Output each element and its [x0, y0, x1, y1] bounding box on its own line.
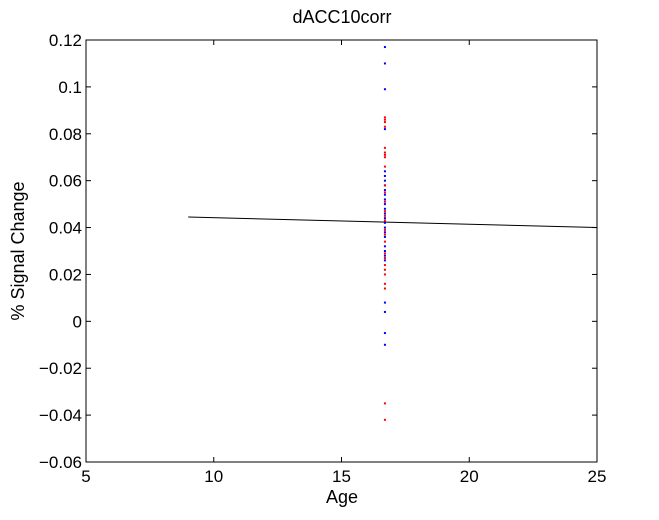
data-point — [383, 233, 386, 236]
y-tick-label: 0.12 — [49, 31, 82, 50]
data-point — [383, 165, 386, 168]
data-point — [383, 418, 386, 421]
data-point — [383, 118, 386, 121]
data-point — [383, 156, 386, 159]
y-tick-label: 0.08 — [49, 125, 82, 144]
data-point — [383, 193, 386, 196]
data-point — [383, 231, 386, 234]
x-tick-label: 25 — [588, 467, 607, 486]
data-point — [383, 191, 386, 194]
x-tick-label: 10 — [204, 467, 223, 486]
data-point — [383, 273, 386, 276]
y-tick-label: 0 — [73, 312, 82, 331]
data-point — [383, 245, 386, 248]
fit-line — [188, 216, 598, 229]
data-point — [383, 189, 386, 192]
data-point — [383, 62, 386, 65]
data-point — [383, 402, 386, 405]
data-point — [383, 282, 386, 285]
data-point — [383, 240, 386, 243]
data-point — [383, 203, 386, 206]
data-point — [383, 287, 386, 290]
data-point — [383, 125, 386, 128]
data-point — [383, 259, 386, 262]
data-point — [383, 128, 386, 131]
x-tick-label: 20 — [460, 467, 479, 486]
y-axis-ticks: −0.06 −0.04 −0.02 0 0.02 0.04 0.06 0.08 0.1 0.12 — [39, 31, 597, 472]
plot-area — [85, 39, 598, 463]
data-point — [383, 217, 386, 220]
data-point — [383, 151, 386, 154]
data-point — [383, 212, 386, 215]
series-0 — [383, 46, 386, 346]
data-point — [383, 88, 386, 91]
data-point — [383, 226, 386, 229]
y-tick-label: 0.1 — [58, 78, 82, 97]
data-point — [383, 46, 386, 49]
data-point — [383, 116, 386, 119]
y-axis-label: % Signal Change — [8, 181, 28, 320]
chart-title: dACC10corr — [292, 7, 391, 27]
data-point — [383, 250, 386, 252]
data-point — [383, 310, 386, 313]
data-point — [383, 252, 386, 255]
data-point — [383, 200, 386, 203]
x-axis-ticks: 5 10 15 20 25 — [81, 40, 606, 486]
data-point — [383, 257, 386, 260]
data-point — [383, 221, 386, 224]
data-point — [383, 179, 386, 182]
plot-content — [188, 46, 598, 421]
data-point — [383, 264, 386, 267]
data-point — [383, 153, 386, 156]
data-point — [383, 235, 386, 238]
data-point — [383, 301, 386, 304]
data-point — [383, 228, 386, 231]
y-tick-label: 0.02 — [49, 265, 82, 284]
y-tick-label: 0.04 — [49, 219, 82, 238]
data-point — [383, 219, 386, 222]
data-point — [383, 332, 386, 335]
data-point — [383, 170, 386, 173]
data-point — [383, 198, 386, 201]
x-axis-label: Age — [326, 487, 358, 507]
data-point — [383, 207, 386, 210]
y-tick-label: −0.04 — [39, 406, 82, 425]
y-tick-label: 0.06 — [49, 172, 82, 191]
data-point — [383, 121, 386, 124]
x-tick-label: 5 — [81, 467, 90, 486]
data-point — [383, 268, 386, 271]
y-tick-label: −0.02 — [39, 359, 82, 378]
data-point — [383, 254, 386, 257]
series-1 — [383, 116, 386, 421]
data-point — [383, 146, 386, 149]
data-point — [383, 210, 386, 213]
axes-frame — [85, 39, 598, 463]
data-point — [383, 343, 386, 346]
chart-title-group: dACC10corr — [292, 7, 391, 27]
x-tick-label: 15 — [332, 467, 351, 486]
y-tick-label: −0.06 — [39, 453, 82, 472]
data-point — [383, 184, 386, 187]
data-point — [383, 214, 386, 217]
data-point — [383, 174, 386, 177]
